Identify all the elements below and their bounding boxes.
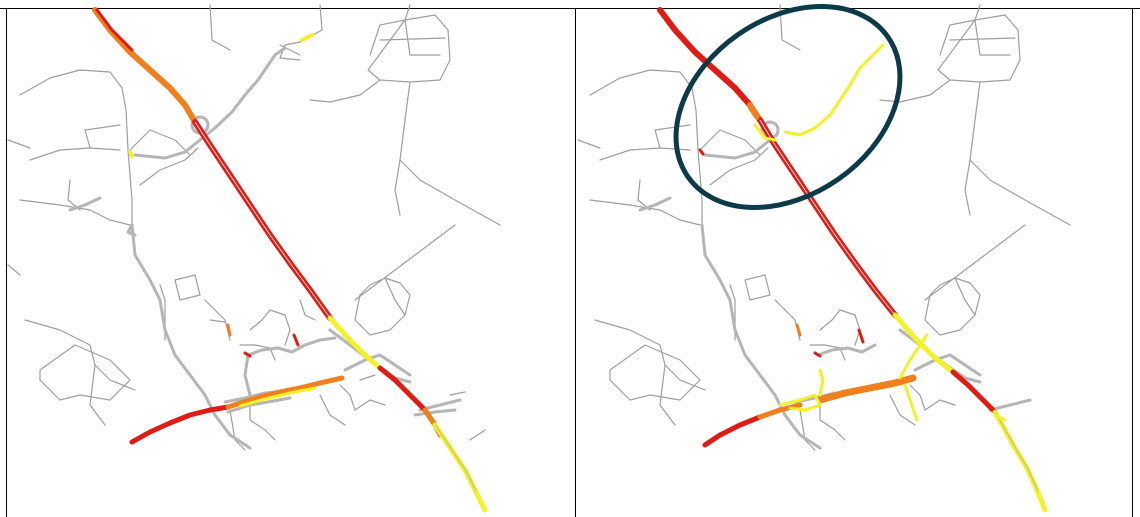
minor-road-network [7, 4, 501, 451]
spot-north [300, 33, 314, 42]
map-panel-left [7, 4, 501, 513]
motorway-segment-north [657, 7, 753, 108]
frame-divider-line [575, 8, 576, 517]
frame-left-line [6, 8, 7, 517]
frame-top-line [0, 8, 1140, 9]
arterial-west [702, 414, 763, 448]
motorway-segment-central [192, 119, 333, 321]
map-panel-right [575, 0, 1140, 517]
frame-right-line [1132, 8, 1133, 517]
traffic-map-left [7, 4, 501, 513]
traffic-map-right [577, 4, 1071, 513]
minor-road-network [577, 4, 1071, 451]
motorway-segment-junction [327, 315, 383, 371]
highlight-ellipse [673, 4, 903, 210]
motorway-segment-central [757, 117, 898, 318]
motorway-segment-junction [892, 312, 956, 375]
motorway-segment-north [92, 7, 198, 125]
arterial-west [129, 404, 231, 445]
congestion-overlays [657, 7, 1048, 513]
motorway-segment-south [992, 409, 1048, 513]
motorway-segment-south [432, 422, 488, 513]
side-road-north [783, 43, 885, 137]
congestion-overlays [92, 7, 488, 513]
